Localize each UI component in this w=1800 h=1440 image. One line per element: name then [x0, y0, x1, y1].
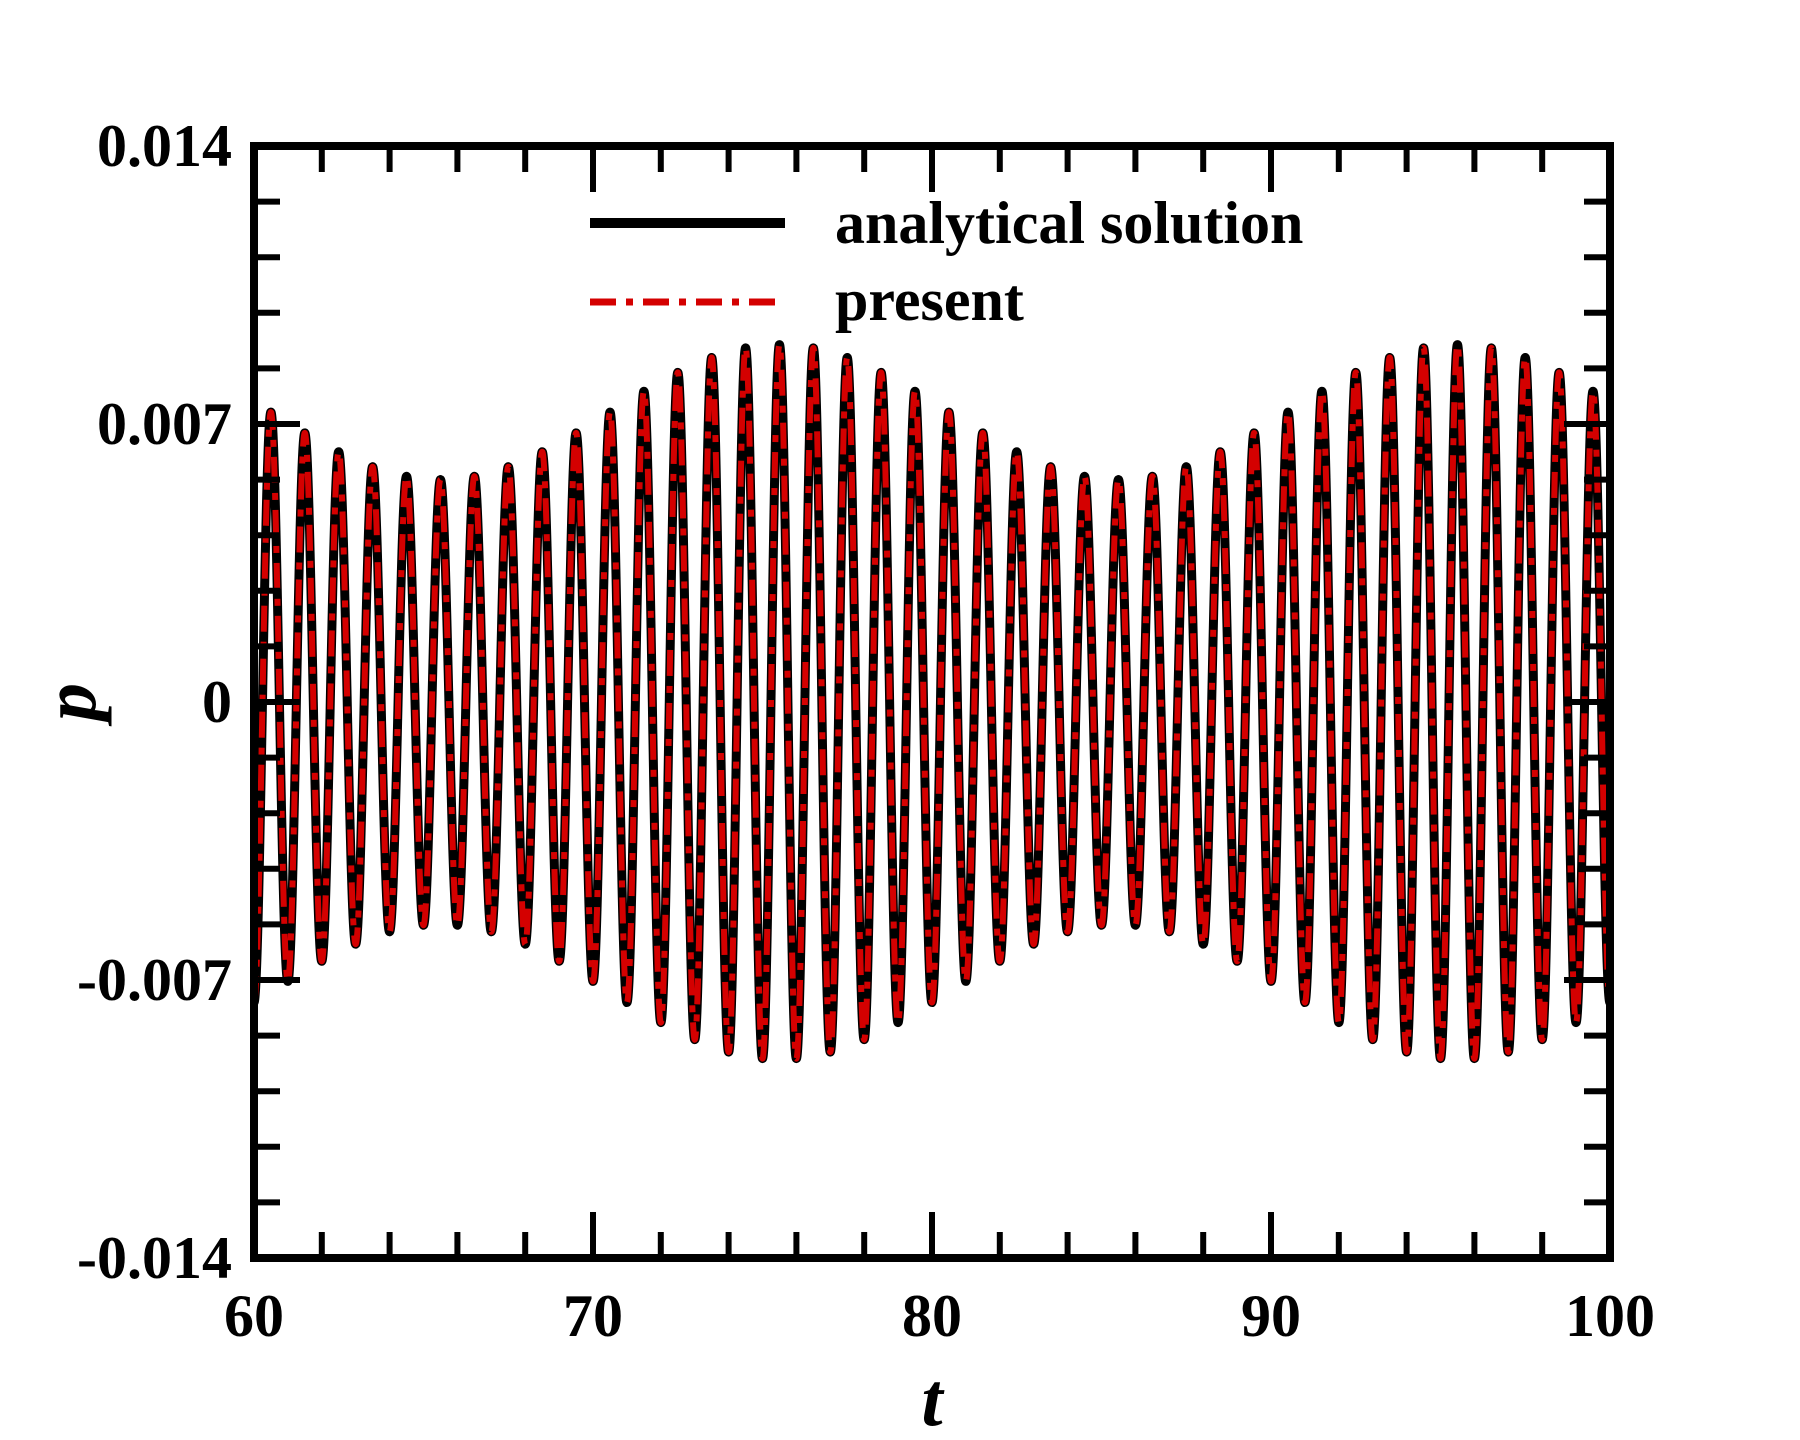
x-tick-labels: 60 70 80 90 100 — [224, 1283, 1655, 1349]
legend-label-analytical-solution: analytical solution — [835, 190, 1303, 256]
y-tick-label: -0.007 — [77, 947, 232, 1013]
y-tick-label: -0.014 — [77, 1225, 232, 1291]
x-tick-label: 60 — [224, 1283, 284, 1349]
y-axis-label: p — [28, 683, 112, 727]
legend-label-present: present — [835, 267, 1024, 333]
series-line-present — [254, 341, 1610, 1062]
x-axis-label: t — [921, 1358, 945, 1440]
x-tick-label: 80 — [902, 1283, 962, 1349]
y-tick-label: 0 — [202, 669, 232, 735]
y-tick-label: 0.007 — [97, 391, 232, 457]
y-tick-label: 0.014 — [97, 113, 232, 179]
x-tick-label: 70 — [563, 1283, 623, 1349]
x-tick-label: 100 — [1565, 1283, 1655, 1349]
legend: analytical solution present — [590, 190, 1303, 333]
x-tick-label: 90 — [1241, 1283, 1301, 1349]
series-layer — [254, 340, 1610, 1064]
y-tick-labels: 0.014 0.007 0 -0.007 -0.014 — [77, 113, 232, 1291]
tick-marks — [251, 143, 1613, 1261]
